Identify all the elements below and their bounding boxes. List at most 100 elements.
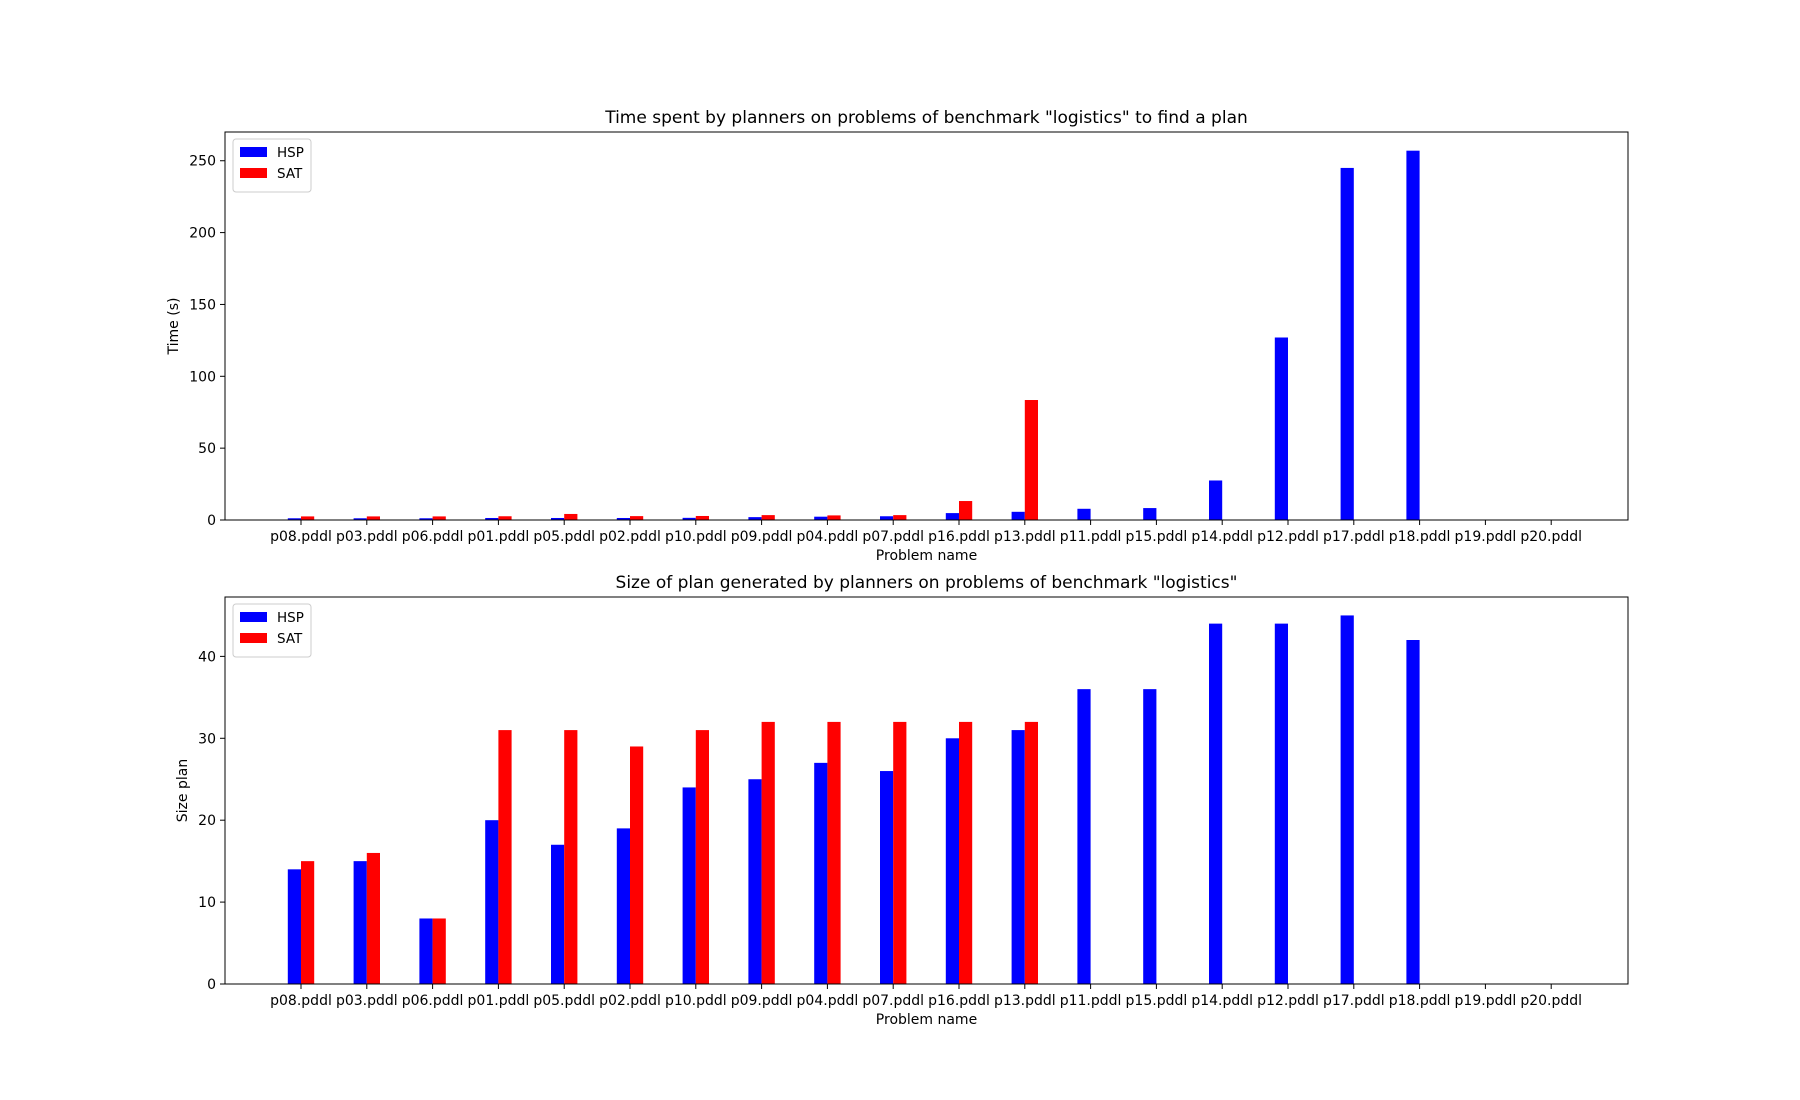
x-tick-label: p06.pddl bbox=[402, 993, 464, 1009]
bar-sat-p10.pddl bbox=[695, 515, 709, 520]
y-tick-label: 150 bbox=[189, 297, 216, 313]
y-tick-label: 200 bbox=[189, 226, 216, 242]
x-tick-label: p03.pddl bbox=[336, 993, 398, 1009]
y-tick-label: 40 bbox=[198, 649, 216, 665]
x-tick-label: p05.pddl bbox=[533, 529, 595, 545]
x-tick-label: p05.pddl bbox=[533, 993, 595, 1009]
plot-frame bbox=[224, 131, 1629, 521]
bar-hsp-p17.pddl bbox=[1340, 167, 1354, 520]
x-tick-label: p11.pddl bbox=[1060, 529, 1122, 545]
bar-sat-p07.pddl bbox=[893, 721, 907, 984]
legend-swatch-hsp bbox=[240, 612, 267, 622]
y-tick-label: 10 bbox=[198, 895, 216, 911]
bar-hsp-p02.pddl bbox=[616, 517, 630, 520]
bar-sat-p02.pddl bbox=[630, 746, 644, 984]
bar-sat-p13.pddl bbox=[1024, 400, 1038, 520]
bar-sat-p09.pddl bbox=[761, 721, 775, 984]
x-tick-label: p14.pddl bbox=[1191, 529, 1253, 545]
bar-hsp-p13.pddl bbox=[1011, 730, 1025, 984]
y-axis-title: Time (s) bbox=[166, 298, 182, 356]
bar-sat-p03.pddl bbox=[366, 516, 380, 520]
legend-label-hsp: HSP bbox=[277, 610, 304, 626]
bar-hsp-p18.pddl bbox=[1406, 150, 1420, 520]
x-tick-label: p02.pddl bbox=[599, 993, 661, 1009]
bar-sat-p04.pddl bbox=[827, 721, 841, 984]
bar-hsp-p13.pddl bbox=[1011, 511, 1025, 520]
x-tick-label: p06.pddl bbox=[402, 529, 464, 545]
y-tick-label: 250 bbox=[189, 154, 216, 170]
bar-hsp-p12.pddl bbox=[1274, 337, 1288, 520]
bar-sat-p13.pddl bbox=[1024, 721, 1038, 984]
legend: HSP SAT bbox=[232, 603, 312, 658]
x-tick-label: p18.pddl bbox=[1389, 529, 1451, 545]
x-tick-label: p11.pddl bbox=[1060, 993, 1122, 1009]
chart-title: Size of plan generated by planners on pr… bbox=[616, 573, 1238, 593]
bar-hsp-p16.pddl bbox=[945, 513, 959, 520]
legend-label-hsp: HSP bbox=[277, 145, 304, 161]
bar-hsp-p01.pddl bbox=[485, 820, 499, 984]
x-tick-label: p12.pddl bbox=[1257, 993, 1319, 1009]
x-tick-label: p07.pddl bbox=[862, 993, 924, 1009]
bar-hsp-p14.pddl bbox=[1209, 623, 1223, 984]
x-tick-label: p03.pddl bbox=[336, 529, 398, 545]
bar-sat-p01.pddl bbox=[498, 730, 512, 984]
bar-hsp-p18.pddl bbox=[1406, 640, 1420, 984]
y-tick-label: 0 bbox=[207, 977, 216, 993]
x-tick-label: p19.pddl bbox=[1455, 529, 1517, 545]
bar-hsp-p07.pddl bbox=[880, 516, 894, 520]
bar-sat-p08.pddl bbox=[301, 861, 315, 984]
x-tick-label: p19.pddl bbox=[1455, 993, 1517, 1009]
bar-hsp-p05.pddl bbox=[551, 517, 565, 520]
bar-sat-p09.pddl bbox=[761, 515, 775, 520]
x-tick-label: p18.pddl bbox=[1389, 993, 1451, 1009]
bar-hsp-p04.pddl bbox=[814, 762, 828, 984]
x-tick-label: p16.pddl bbox=[928, 993, 990, 1009]
bar-hsp-p16.pddl bbox=[945, 738, 959, 984]
bar-hsp-p08.pddl bbox=[287, 518, 301, 520]
legend-swatch-sat bbox=[240, 633, 267, 643]
bar-sat-p05.pddl bbox=[564, 730, 578, 984]
x-tick-label: p15.pddl bbox=[1126, 529, 1188, 545]
bar-hsp-p04.pddl bbox=[814, 516, 828, 520]
series-sat bbox=[301, 400, 1038, 520]
legend-swatch-hsp bbox=[240, 147, 267, 157]
bar-sat-p03.pddl bbox=[366, 852, 380, 984]
bar-hsp-p06.pddl bbox=[419, 918, 433, 984]
series-hsp bbox=[287, 615, 1420, 984]
bar-sat-p08.pddl bbox=[301, 516, 315, 520]
chart-2: 0 10 20 30 40 p08.pddl p03.pddl p06.pddl p01.pdd… bbox=[175, 573, 1629, 1028]
bar-hsp-p07.pddl bbox=[880, 771, 894, 984]
y-tick-label: 30 bbox=[198, 731, 216, 747]
legend-label-sat: SAT bbox=[277, 166, 303, 182]
x-axis-title: Problem name bbox=[876, 548, 977, 564]
x-tick-label: p04.pddl bbox=[797, 529, 859, 545]
y-tick-label: 50 bbox=[198, 441, 216, 457]
bar-sat-p10.pddl bbox=[695, 730, 709, 984]
bar-hsp-p12.pddl bbox=[1274, 623, 1288, 984]
y-tick-label: 20 bbox=[198, 813, 216, 829]
x-tick-label: p10.pddl bbox=[665, 529, 727, 545]
chart-title: Time spent by planners on problems of be… bbox=[604, 108, 1248, 128]
bar-hsp-p08.pddl bbox=[287, 869, 301, 984]
bar-sat-p16.pddl bbox=[959, 721, 973, 984]
legend-label-sat: SAT bbox=[277, 631, 303, 647]
x-tick-label: p12.pddl bbox=[1257, 529, 1319, 545]
x-tick-label: p01.pddl bbox=[468, 993, 530, 1009]
x-tick-label: p02.pddl bbox=[599, 529, 661, 545]
y-tick-label: 100 bbox=[189, 369, 216, 385]
bar-sat-p05.pddl bbox=[564, 513, 578, 520]
bar-hsp-p17.pddl bbox=[1340, 615, 1354, 984]
x-tick-label: p01.pddl bbox=[468, 529, 530, 545]
bar-hsp-p05.pddl bbox=[551, 844, 565, 984]
series-hsp bbox=[287, 150, 1420, 520]
bar-hsp-p03.pddl bbox=[353, 861, 367, 984]
series-sat bbox=[301, 721, 1038, 984]
bar-hsp-p01.pddl bbox=[485, 517, 499, 520]
bar-sat-p01.pddl bbox=[498, 516, 512, 520]
bar-hsp-p14.pddl bbox=[1209, 480, 1223, 520]
y-tick-label: 0 bbox=[207, 513, 216, 529]
x-tick-label: p07.pddl bbox=[862, 529, 924, 545]
bar-sat-p04.pddl bbox=[827, 515, 841, 520]
